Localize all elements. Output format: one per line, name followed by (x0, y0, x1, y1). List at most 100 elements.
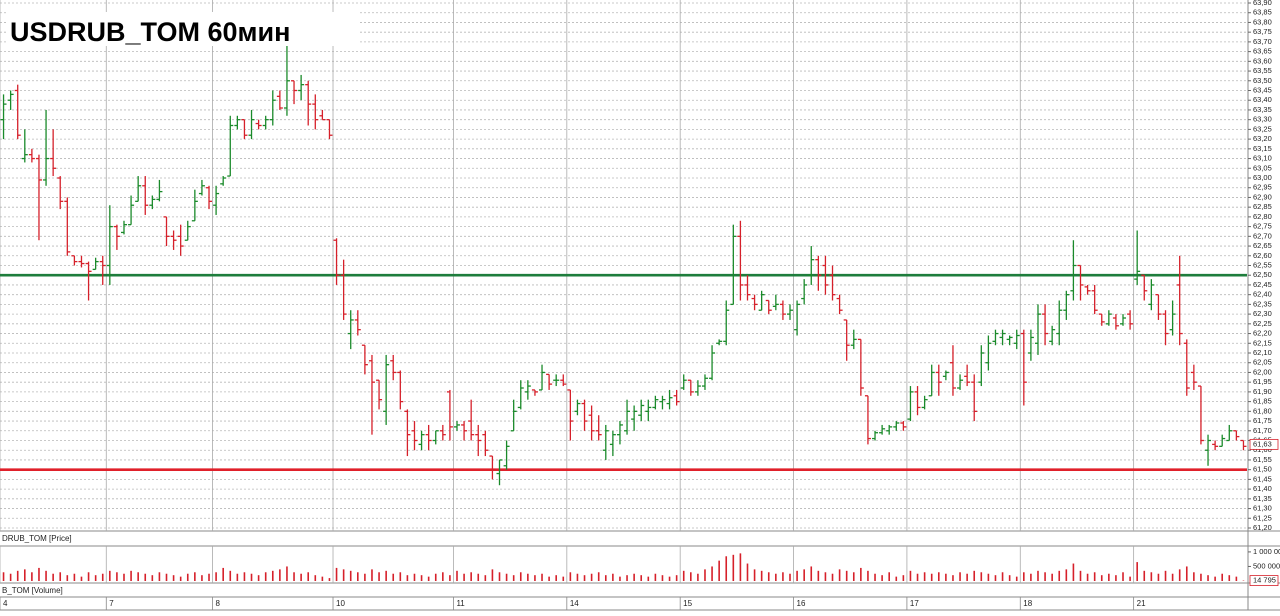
ohlc-bar (879, 424, 886, 435)
last-value-label: 61,63 (1253, 439, 1272, 448)
volume-bar (619, 576, 621, 581)
x-tick-label: 18 (1023, 599, 1032, 608)
volume-bar (704, 569, 706, 581)
volume-bar (1065, 569, 1068, 581)
ohlc-bar (779, 300, 786, 320)
volume-bar (512, 575, 515, 581)
volume-bar (548, 576, 550, 581)
ohlc-bar (801, 279, 808, 305)
volume-bar (973, 570, 976, 581)
ohlc-bar (765, 299, 772, 315)
last-value-box (1249, 438, 1279, 450)
y-tick-label: 62,80 (1253, 212, 1272, 221)
x-tick-label: 8 (216, 599, 221, 608)
y-tick-label: 61,25 (1253, 513, 1272, 522)
ohlc-bar (772, 294, 779, 311)
ohlc-bar (7, 90, 14, 110)
volume-bar (420, 575, 423, 581)
y-tick-label: 62,00 (1253, 367, 1272, 376)
ohlc-bar (482, 430, 489, 457)
x-tick-label: 10 (336, 599, 345, 608)
y-tick-label: 61,80 (1253, 406, 1272, 415)
volume-bar (1228, 575, 1231, 581)
ohlc-bar (383, 354, 390, 425)
y-tick-label: 61,75 (1253, 416, 1272, 425)
ohlc-bar (723, 300, 730, 346)
ohlc-bar (113, 224, 120, 250)
y-tick-label: 62,85 (1253, 202, 1272, 211)
volume-bar (718, 560, 720, 581)
ohlc-bar (546, 373, 553, 390)
ohlc-bar (815, 255, 822, 291)
ohlc-bar (347, 310, 354, 350)
ohlc-bar (574, 399, 581, 416)
volume-bar (371, 569, 373, 581)
volume-bar (16, 570, 19, 581)
volume-bar (633, 573, 635, 581)
volume-bar (94, 575, 97, 581)
y-tick-label: 63,45 (1253, 85, 1272, 94)
ohlc-bar (588, 405, 595, 441)
volume-bar (583, 575, 586, 581)
volume-bar (654, 573, 657, 581)
volume-bar (647, 576, 650, 581)
ohlc-bar (595, 415, 602, 441)
ohlc-bar (999, 329, 1006, 346)
volume-bar (1030, 573, 1032, 581)
volume-bar (427, 576, 430, 581)
volume-bar (966, 573, 968, 581)
y-tick-label: 62,70 (1253, 231, 1272, 240)
volume-bar (1143, 570, 1146, 581)
ohlc-bar (503, 440, 510, 470)
volume-bar (45, 570, 47, 581)
ohlc-bar (864, 395, 871, 445)
ohlc-bar (468, 399, 475, 441)
y-tick-label: 63,85 (1253, 8, 1272, 17)
volume-bar (1207, 575, 1209, 581)
volume-bar (442, 572, 444, 581)
ohlc-bar (744, 275, 751, 301)
x-tick-label: 21 (1137, 599, 1146, 608)
ohlc-bar (390, 354, 397, 381)
volume-bar (123, 573, 125, 581)
x-tick-label: 7 (109, 599, 114, 608)
ohlc-bar (142, 176, 149, 215)
ohlc-bar (1027, 329, 1034, 361)
ohlc-bar (376, 379, 383, 410)
chart-title: USDRUB_TOM 60мин (10, 17, 290, 47)
volume-bar (293, 572, 295, 581)
ohlc-bar (680, 374, 687, 390)
ohlc-bar (425, 424, 432, 451)
ohlc-bar (446, 389, 453, 441)
volume-bar (930, 573, 933, 581)
ohlc-bar (198, 179, 205, 196)
ohlc-bar (758, 290, 765, 311)
y-tick-label: 61,20 (1253, 523, 1272, 532)
ohlc-bar (397, 370, 404, 410)
ohlc-bar (283, 45, 290, 116)
volume-bar (789, 573, 791, 581)
ohlc-bar (496, 459, 503, 486)
volume-bar (385, 570, 387, 581)
ohlc-bar (298, 74, 305, 101)
ohlc-bar (106, 205, 113, 285)
volume-bar (994, 575, 997, 581)
ohlc-bar (1233, 430, 1240, 441)
y-tick-label: 63,20 (1253, 134, 1272, 143)
ohlc-bar (1176, 255, 1183, 346)
volume-bar (491, 569, 494, 581)
volume-bar (916, 573, 919, 581)
ohlc-bar (1190, 364, 1197, 390)
ohlc-bar (1120, 314, 1127, 326)
ohlc-bar (694, 380, 701, 396)
volume-bar (725, 556, 728, 581)
volume-bar (208, 573, 210, 581)
ohlc-bar (1219, 434, 1226, 447)
ohlc-bar (404, 409, 411, 457)
volume-bar (860, 567, 862, 581)
ohlc-bar (985, 335, 992, 371)
volume-bar (300, 573, 302, 581)
y-tick-label: 62,20 (1253, 329, 1272, 338)
volume-bar (1072, 563, 1075, 581)
